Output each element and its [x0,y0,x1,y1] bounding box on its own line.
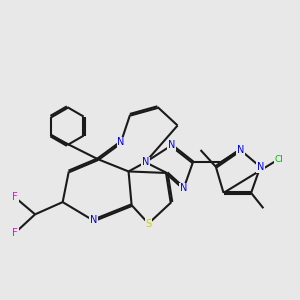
Text: N: N [90,215,97,226]
Text: N: N [117,137,124,147]
Text: N: N [180,183,188,193]
Text: N: N [256,162,264,172]
Text: N: N [142,157,149,167]
Text: N: N [168,140,175,150]
Text: S: S [146,218,152,229]
Text: N: N [237,145,244,155]
Text: F: F [12,193,18,202]
Text: F: F [12,228,18,238]
Text: Cl: Cl [274,155,283,164]
